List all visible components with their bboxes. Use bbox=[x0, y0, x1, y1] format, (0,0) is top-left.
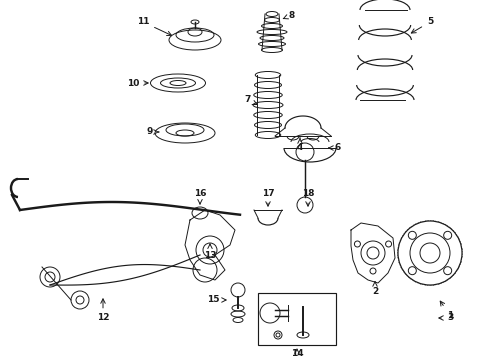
Text: 18: 18 bbox=[302, 189, 314, 206]
Text: 17: 17 bbox=[262, 189, 274, 206]
Text: 16: 16 bbox=[194, 189, 206, 204]
Text: 7: 7 bbox=[245, 95, 257, 104]
Text: 10: 10 bbox=[127, 78, 148, 87]
Text: 13: 13 bbox=[204, 244, 216, 260]
Text: 5: 5 bbox=[411, 18, 433, 33]
Text: 2: 2 bbox=[372, 282, 378, 297]
Text: 12: 12 bbox=[97, 299, 109, 323]
Text: 9: 9 bbox=[147, 127, 159, 136]
Text: 4: 4 bbox=[297, 138, 303, 153]
Text: 1: 1 bbox=[440, 301, 453, 320]
Text: 14: 14 bbox=[291, 348, 303, 357]
Text: 3: 3 bbox=[439, 314, 453, 323]
Text: 15: 15 bbox=[207, 296, 226, 305]
Text: 6: 6 bbox=[329, 144, 341, 153]
Text: 8: 8 bbox=[283, 10, 295, 19]
Bar bbox=[258, 293, 336, 345]
Text: 11: 11 bbox=[137, 18, 172, 36]
